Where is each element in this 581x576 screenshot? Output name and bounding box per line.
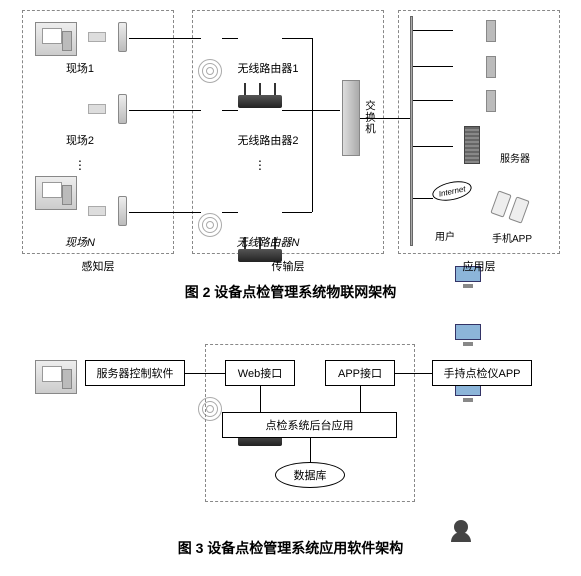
router2-label: 无线路由器2 <box>228 132 308 148</box>
db-node: 数据库 <box>275 462 345 488</box>
server-ctrl-box: 服务器控制软件 <box>85 360 185 386</box>
ellipsis-icon: ··· <box>75 158 85 170</box>
handheld-icon <box>118 94 127 124</box>
web-if-box: Web接口 <box>225 360 295 386</box>
transport-label: 传输层 <box>192 258 384 274</box>
server-label: 服务器 <box>490 150 540 165</box>
user-label: 用户 <box>430 228 460 243</box>
server-icon <box>464 126 480 164</box>
app-if-label: APP接口 <box>338 365 382 381</box>
server-ctrl-label: 服务器控制软件 <box>97 365 174 381</box>
db-label: 数据库 <box>294 467 327 483</box>
routerN-label: 无线路由器N <box>228 234 308 250</box>
router-icon <box>238 82 282 108</box>
wireless-signal-icon <box>200 215 222 237</box>
handheld-icon <box>118 22 127 52</box>
figure3-caption: 图 3 设备点检管理系统应用软件架构 <box>0 538 581 558</box>
mobile-app-label: 手机APP <box>482 230 542 245</box>
user-icon <box>454 520 468 534</box>
handheld-label: 手持点检仪APP <box>443 365 520 381</box>
site1-label: 现场1 <box>55 60 105 76</box>
backend-box: 点检系统后台应用 <box>222 412 397 438</box>
switch-icon <box>342 80 360 156</box>
tag-icon <box>88 104 106 114</box>
handheld-icon <box>118 196 127 226</box>
site2-label: 现场2 <box>55 132 105 148</box>
bus-icon <box>410 16 413 246</box>
wireless-signal-icon <box>200 61 222 83</box>
figure-2: 现场1 无线路由器1 现场2 无线路由器2 ··· ··· 现场N <box>0 0 581 300</box>
machine-icon <box>35 360 77 394</box>
perception-label: 感知层 <box>22 258 174 274</box>
machine-icon <box>35 176 77 210</box>
ellipsis-icon: ··· <box>255 158 265 170</box>
pc-icon <box>455 324 481 346</box>
tag-icon <box>88 206 106 216</box>
tower-icon <box>486 20 496 42</box>
router1-label: 无线路由器1 <box>228 60 308 76</box>
application-label: 应用层 <box>398 258 560 274</box>
app-if-box: APP接口 <box>325 360 395 386</box>
tag-icon <box>88 32 106 42</box>
web-if-label: Web接口 <box>238 365 282 381</box>
backend-label: 点检系统后台应用 <box>266 417 354 433</box>
machine-icon <box>35 22 77 56</box>
tower-icon <box>486 56 496 78</box>
internet-label: Internet <box>438 184 466 198</box>
tower-icon <box>486 90 496 112</box>
siteN-label: 现场N <box>55 234 105 250</box>
figure2-caption: 图 2 设备点检管理系统物联网架构 <box>0 282 581 302</box>
handheld-box: 手持点检仪APP <box>432 360 532 386</box>
